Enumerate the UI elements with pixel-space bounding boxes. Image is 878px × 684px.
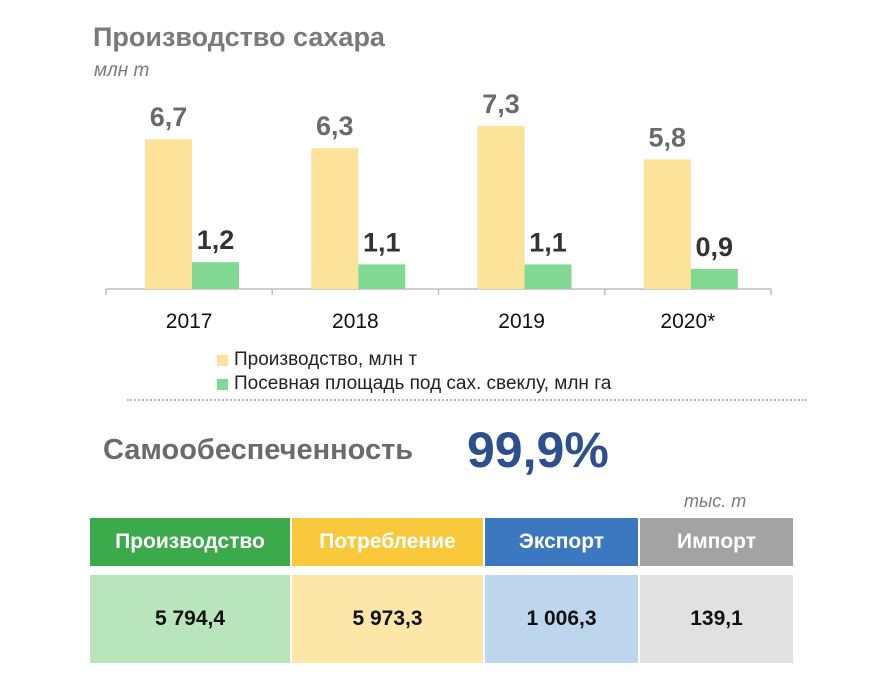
value-import: 139,1 bbox=[640, 575, 793, 663]
data-label-production-1: 6,3 bbox=[316, 111, 354, 141]
data-label-area-0: 1,2 bbox=[197, 225, 235, 255]
bar-production-0 bbox=[145, 139, 192, 289]
bar-chart: 6,7 1,2 2017 6,3 1,1 2018 7,3 1,1 2019 5,8 0,9 2020… bbox=[105, 89, 772, 333]
data-label-production-3: 5,8 bbox=[648, 122, 686, 152]
x-tick-label-3: 2020* bbox=[660, 310, 715, 333]
bar-production-3 bbox=[643, 159, 691, 289]
bar-area-2 bbox=[524, 264, 572, 289]
legend-item-area: Посевная площадь под сах. свеклу, млн га bbox=[217, 372, 611, 396]
data-label-production-0: 6,7 bbox=[150, 102, 188, 132]
bar-area-0 bbox=[192, 262, 239, 289]
bar-production-1 bbox=[311, 148, 359, 289]
legend-swatch-area bbox=[217, 378, 228, 390]
legend-item-production: Производство, млн т bbox=[217, 348, 611, 372]
value-production: 5 794,4 bbox=[90, 575, 290, 663]
header-export: Экспорт bbox=[485, 518, 638, 566]
legend-label-production: Производство, млн т bbox=[234, 349, 418, 370]
self-sufficiency-value: 99,9% bbox=[467, 422, 609, 478]
x-tick-label-2: 2019 bbox=[498, 310, 545, 333]
table-units: тыс. т bbox=[684, 491, 747, 511]
bar-production-2 bbox=[477, 125, 525, 289]
data-label-area-1: 1,1 bbox=[363, 227, 401, 257]
chart-title: Производство сахара bbox=[93, 22, 385, 52]
value-consumption: 5 973,3 bbox=[292, 575, 483, 663]
value-export: 1 006,3 bbox=[485, 575, 638, 663]
data-label-area-3: 0,9 bbox=[695, 232, 733, 262]
self-sufficiency-label: Самообеспеченность bbox=[103, 434, 414, 466]
header-production: Производство bbox=[90, 518, 290, 566]
legend-swatch-production bbox=[217, 354, 228, 366]
header-import: Импорт bbox=[640, 518, 793, 566]
chart-units: млн т bbox=[94, 60, 150, 81]
x-tick-label-1: 2018 bbox=[332, 310, 379, 333]
data-label-production-2: 7,3 bbox=[482, 89, 520, 119]
legend-label-area: Посевная площадь под сах. свеклу, млн га bbox=[234, 373, 612, 394]
section-divider bbox=[127, 399, 807, 401]
header-consumption: Потребление bbox=[292, 518, 483, 566]
bar-area-3 bbox=[690, 268, 738, 289]
legend: Производство, млн т Посевная площадь под… bbox=[217, 348, 611, 396]
x-tick-label-0: 2017 bbox=[166, 310, 213, 333]
bar-area-1 bbox=[358, 264, 406, 289]
data-label-area-2: 1,1 bbox=[529, 227, 567, 257]
